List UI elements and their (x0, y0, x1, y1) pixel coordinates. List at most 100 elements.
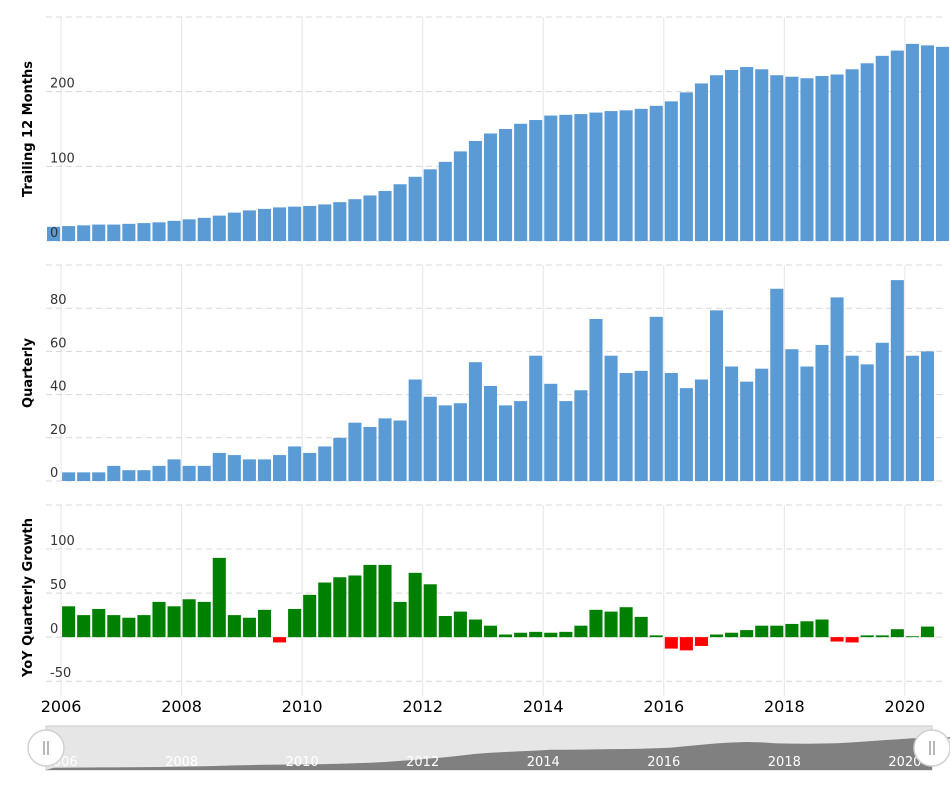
bar[interactable] (604, 355, 618, 481)
bar[interactable] (92, 224, 106, 241)
bar[interactable] (453, 611, 467, 638)
bar[interactable] (62, 472, 76, 481)
bar[interactable] (815, 75, 829, 241)
bar[interactable] (800, 366, 814, 481)
bar[interactable] (544, 632, 558, 638)
bar[interactable] (890, 50, 904, 241)
bar[interactable] (770, 75, 784, 242)
bar[interactable] (649, 316, 663, 481)
bar[interactable] (378, 190, 392, 241)
bar[interactable] (815, 344, 829, 481)
bar[interactable] (619, 110, 633, 241)
bar[interactable] (197, 217, 211, 241)
bar[interactable] (936, 46, 950, 241)
bar[interactable] (890, 280, 904, 481)
bar[interactable] (197, 601, 211, 638)
bar[interactable] (694, 637, 708, 646)
bar[interactable] (619, 607, 633, 638)
bar[interactable] (604, 611, 618, 638)
navigator[interactable]: 2006 2008 2010 2012 2014 2016 2018 2020 (27, 725, 950, 771)
bar[interactable] (905, 43, 919, 241)
bar[interactable] (92, 472, 106, 481)
bar[interactable] (920, 45, 935, 241)
bar[interactable] (800, 621, 814, 638)
bar[interactable] (453, 151, 467, 241)
bar[interactable] (182, 465, 196, 481)
bar[interactable] (212, 215, 226, 241)
bar[interactable] (333, 437, 347, 481)
navigator-handle-left[interactable] (27, 729, 65, 767)
bar[interactable] (514, 632, 528, 638)
bar[interactable] (664, 101, 678, 241)
bar[interactable] (740, 630, 754, 638)
bar[interactable] (333, 577, 347, 638)
bar[interactable] (725, 70, 739, 241)
bar[interactable] (875, 342, 889, 481)
bar[interactable] (438, 616, 452, 638)
bar[interactable] (408, 572, 422, 638)
bar[interactable] (815, 619, 829, 638)
bar[interactable] (182, 219, 196, 241)
bar[interactable] (378, 564, 392, 638)
bar[interactable] (725, 632, 739, 638)
bar[interactable] (393, 601, 407, 638)
bar[interactable] (288, 206, 302, 241)
bar[interactable] (468, 140, 482, 241)
bar[interactable] (770, 625, 784, 638)
bar[interactable] (725, 366, 739, 481)
bar[interactable] (152, 222, 166, 241)
bar[interactable] (423, 584, 437, 638)
bar[interactable] (363, 427, 377, 481)
bar[interactable] (212, 557, 226, 638)
bar[interactable] (318, 582, 332, 638)
bar[interactable] (514, 123, 528, 241)
bar[interactable] (227, 615, 241, 638)
bar[interactable] (122, 617, 136, 638)
bar[interactable] (273, 455, 287, 481)
bar[interactable] (182, 599, 196, 638)
bar[interactable] (544, 115, 558, 241)
bar[interactable] (257, 609, 272, 638)
bar[interactable] (574, 625, 588, 638)
bar[interactable] (589, 112, 603, 241)
bar[interactable] (288, 608, 302, 638)
bar[interactable] (920, 351, 935, 481)
bar[interactable] (227, 212, 241, 241)
bar[interactable] (619, 373, 633, 481)
bar[interactable] (800, 78, 814, 241)
bar[interactable] (483, 385, 498, 481)
bar[interactable] (408, 379, 422, 481)
bar[interactable] (679, 637, 693, 651)
bar[interactable] (363, 195, 377, 241)
bar[interactable] (77, 615, 91, 638)
bar[interactable] (694, 379, 708, 481)
bar[interactable] (393, 420, 407, 481)
bar[interactable] (152, 465, 166, 481)
bar[interactable] (875, 635, 889, 638)
bar[interactable] (242, 617, 256, 638)
bar[interactable] (107, 615, 121, 638)
bar[interactable] (107, 224, 121, 241)
bar[interactable] (468, 619, 482, 638)
bar[interactable] (905, 355, 919, 481)
handle-knob[interactable] (27, 729, 65, 767)
bar[interactable] (257, 208, 272, 241)
bar[interactable] (257, 459, 272, 481)
bar[interactable] (604, 111, 618, 241)
bar[interactable] (514, 401, 528, 481)
bar[interactable] (167, 606, 181, 638)
bar[interactable] (709, 310, 724, 481)
bar[interactable] (845, 637, 859, 643)
bar[interactable] (227, 455, 241, 481)
bar[interactable] (318, 204, 332, 241)
bar[interactable] (709, 634, 724, 638)
bar[interactable] (318, 446, 332, 481)
bar[interactable] (649, 635, 663, 638)
bar[interactable] (649, 105, 663, 241)
bar[interactable] (785, 76, 799, 241)
bar[interactable] (920, 626, 935, 638)
bar[interactable] (574, 114, 588, 241)
bar[interactable] (47, 226, 61, 241)
bar[interactable] (408, 176, 422, 241)
bar[interactable] (875, 55, 889, 242)
